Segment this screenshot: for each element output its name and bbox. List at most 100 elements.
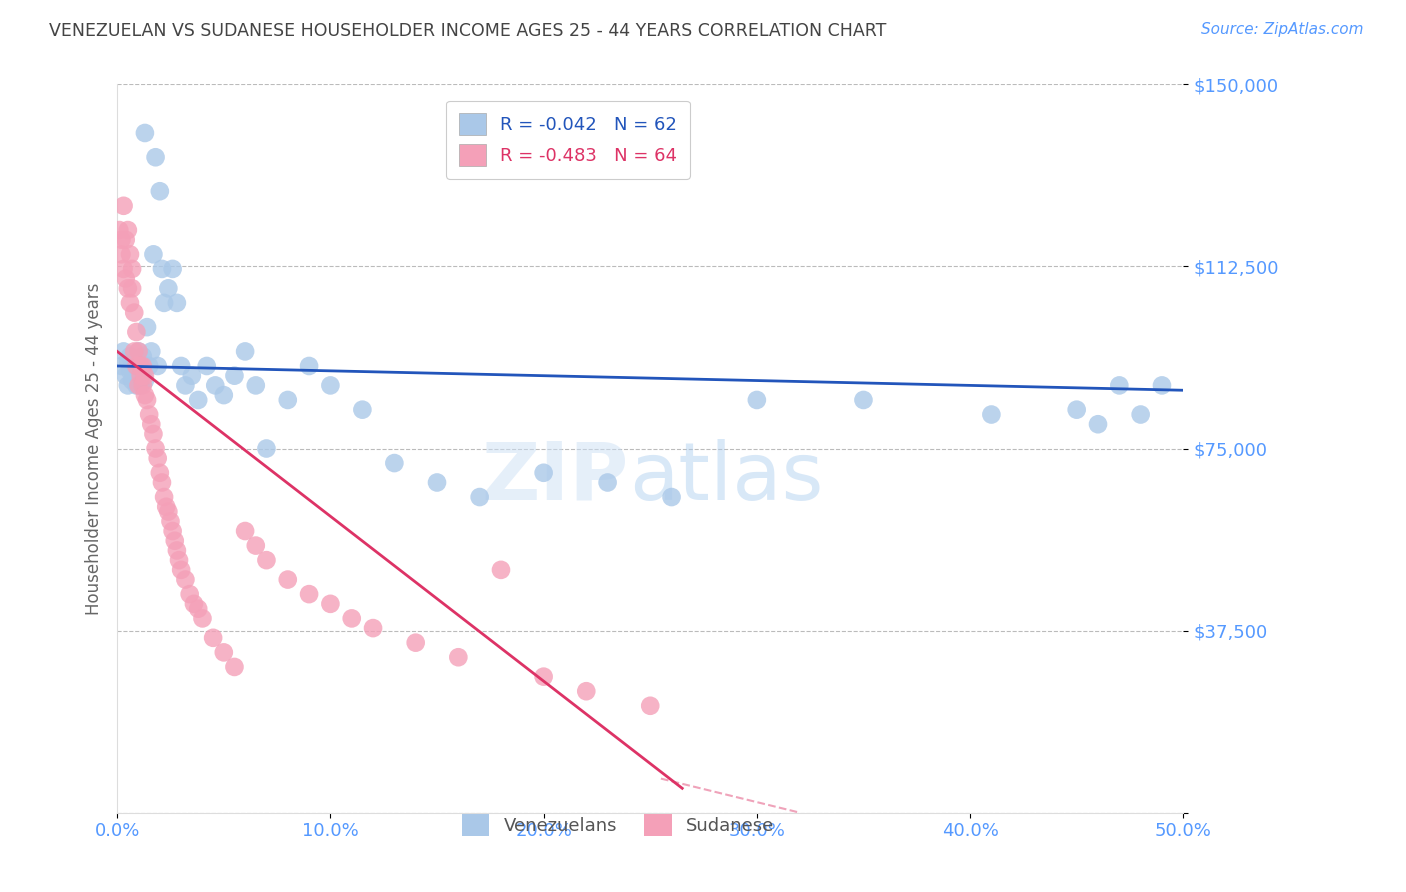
Point	[1129, 408, 1152, 422]
Point	[150, 261, 173, 276]
Point	[129, 359, 152, 373]
Text: Source: ZipAtlas.com: Source: ZipAtlas.com	[1201, 22, 1364, 37]
Point	[146, 359, 169, 373]
Point	[256, 442, 278, 456]
Point	[117, 223, 139, 237]
Point	[233, 344, 256, 359]
Point	[174, 573, 197, 587]
Point	[202, 631, 225, 645]
Point	[153, 296, 176, 310]
Point	[167, 553, 190, 567]
Point	[256, 553, 278, 567]
Point	[277, 392, 299, 407]
Point	[114, 271, 136, 285]
Point	[121, 261, 143, 276]
Point	[1066, 402, 1088, 417]
Point	[183, 597, 205, 611]
Point	[852, 392, 875, 407]
Text: atlas: atlas	[628, 439, 824, 516]
Point	[382, 456, 405, 470]
Point	[233, 524, 256, 538]
Point	[149, 184, 172, 198]
Point	[204, 378, 226, 392]
Point	[114, 368, 136, 383]
Point	[162, 261, 184, 276]
Point	[661, 490, 683, 504]
Point	[180, 368, 202, 383]
Point	[149, 466, 172, 480]
Point	[121, 359, 143, 373]
Point	[122, 354, 145, 368]
Point	[533, 670, 555, 684]
Point	[638, 698, 661, 713]
Point	[489, 563, 512, 577]
Point	[212, 645, 235, 659]
Point	[118, 349, 141, 363]
Point	[174, 378, 197, 392]
Point	[224, 368, 246, 383]
Point	[128, 344, 150, 359]
Point	[145, 442, 167, 456]
Point	[136, 320, 159, 334]
Point	[191, 611, 214, 625]
Point	[157, 505, 180, 519]
Point	[134, 388, 156, 402]
Point	[146, 451, 169, 466]
Point	[166, 296, 188, 310]
Point	[157, 281, 180, 295]
Point	[745, 392, 768, 407]
Point	[141, 417, 163, 432]
Point	[340, 611, 363, 625]
Point	[129, 368, 152, 383]
Point	[128, 344, 150, 359]
Point	[117, 281, 139, 295]
Point	[195, 359, 218, 373]
Point	[108, 223, 131, 237]
Point	[142, 426, 165, 441]
Point	[122, 305, 145, 319]
Point	[134, 368, 156, 383]
Point	[352, 402, 374, 417]
Point	[468, 490, 491, 504]
Point	[136, 392, 159, 407]
Point	[163, 533, 186, 548]
Point	[129, 359, 152, 373]
Point	[245, 539, 267, 553]
Point	[141, 344, 163, 359]
Point	[134, 374, 156, 388]
Point	[980, 408, 1002, 422]
Point	[319, 597, 342, 611]
Point	[110, 233, 132, 247]
Point	[1108, 378, 1130, 392]
Point	[112, 199, 135, 213]
Point	[155, 500, 177, 514]
Point	[170, 563, 193, 577]
Point	[361, 621, 384, 635]
Point	[245, 378, 267, 392]
Point	[138, 408, 160, 422]
Point	[187, 392, 209, 407]
Point	[134, 126, 156, 140]
Point	[112, 261, 135, 276]
Point	[132, 359, 155, 373]
Point	[118, 364, 141, 378]
Point	[145, 150, 167, 164]
Point	[426, 475, 449, 490]
Point	[319, 378, 342, 392]
Point	[575, 684, 598, 698]
Point	[224, 660, 246, 674]
Point	[117, 378, 139, 392]
Point	[132, 378, 155, 392]
Point	[129, 378, 152, 392]
Point	[128, 378, 150, 392]
Point	[187, 601, 209, 615]
Point	[118, 247, 141, 261]
Point	[121, 374, 143, 388]
Point	[166, 543, 188, 558]
Y-axis label: Householder Income Ages 25 - 44 years: Householder Income Ages 25 - 44 years	[86, 283, 103, 615]
Point	[125, 378, 148, 392]
Point	[212, 388, 235, 402]
Point	[277, 573, 299, 587]
Point	[122, 344, 145, 359]
Point	[128, 368, 150, 383]
